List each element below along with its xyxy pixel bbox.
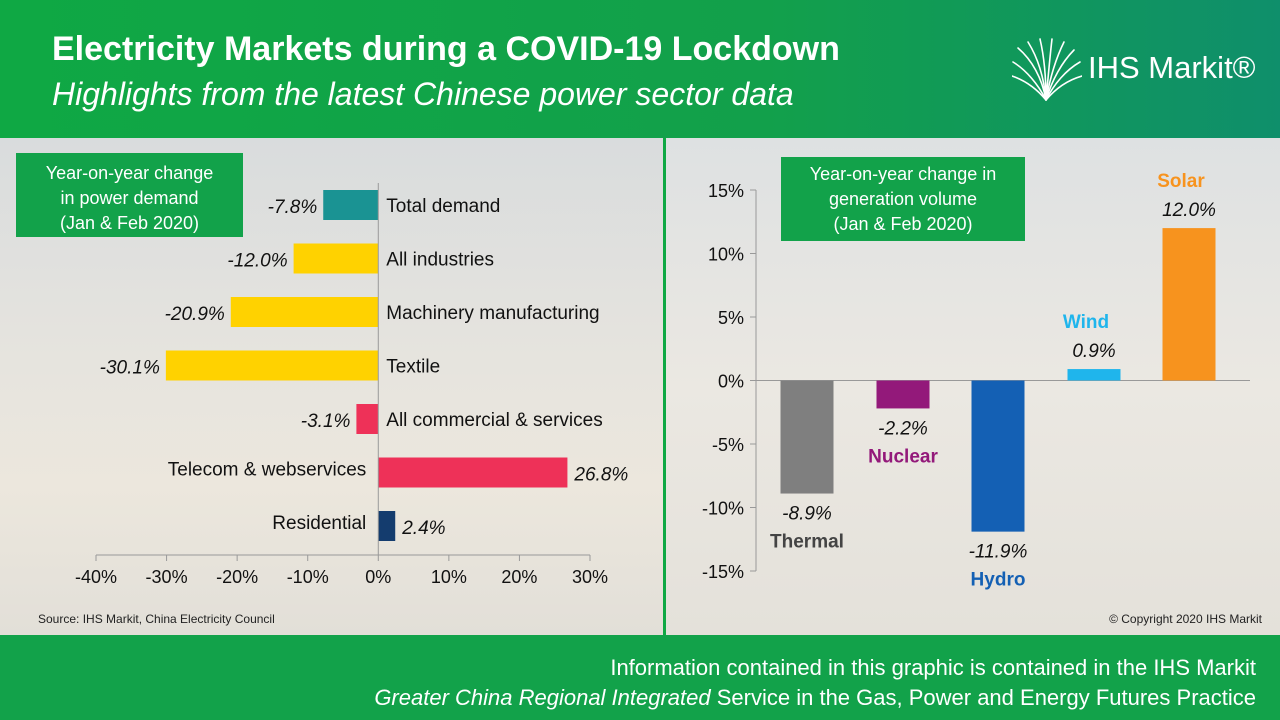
demand-title-box (16, 153, 243, 237)
generation-value-label: 0.9% (1072, 341, 1115, 362)
footer-line-2-italic: Greater China Regional Integrated (374, 685, 711, 710)
source-note: Source: IHS Markit, China Electricity Co… (38, 612, 275, 626)
generation-y-tick-label: 15% (708, 181, 744, 201)
ihs-markit-logo: IHS Markit® (1012, 38, 1262, 102)
demand-x-tick-label: 0% (365, 567, 391, 587)
generation-y-tick-label: 10% (708, 245, 744, 265)
demand-value-label: 2.4% (401, 518, 445, 539)
demand-category-label: Textile (386, 357, 440, 378)
generation-title-line: Year-on-year change in (810, 164, 996, 184)
generation-title-line: generation volume (829, 189, 977, 209)
page-subtitle: Highlights from the latest Chinese power… (52, 76, 794, 112)
demand-bar (323, 190, 379, 220)
generation-bar (780, 380, 834, 494)
demand-category-label: Telecom & webservices (168, 460, 367, 481)
footer-line-1: Information contained in this graphic is… (610, 655, 1256, 680)
panel-divider (663, 138, 666, 635)
demand-bar (378, 511, 396, 541)
demand-x-tick-label: 10% (431, 567, 467, 587)
generation-y-tick-label: -5% (712, 435, 744, 455)
demand-value-label: -12.0% (227, 251, 287, 272)
header-banner: Electricity Markets during a COVID-19 Lo… (0, 0, 1280, 138)
demand-value-label: -3.1% (301, 411, 351, 432)
generation-y-tick-label: -10% (702, 499, 744, 519)
generation-value-label: -2.2% (878, 418, 928, 439)
demand-x-tick-label: -40% (75, 567, 117, 587)
generation-bar (876, 380, 930, 409)
demand-category-label: All industries (386, 250, 494, 271)
generation-title-box (781, 157, 1025, 241)
demand-category-label: Machinery manufacturing (386, 303, 599, 324)
generation-y-tick-label: 5% (718, 308, 744, 328)
demand-x-tick-label: 30% (572, 567, 608, 587)
generation-value-label: -11.9% (969, 542, 1028, 563)
demand-title-line: in power demand (60, 188, 198, 208)
demand-value-label: -7.8% (268, 197, 318, 218)
demand-bar (293, 243, 379, 274)
demand-x-tick-label: -20% (216, 567, 258, 587)
demand-bar (356, 404, 379, 434)
generation-category-label: Solar (1157, 171, 1205, 192)
generation-category-label: Hydro (971, 570, 1026, 591)
demand-title-line: (Jan & Feb 2020) (60, 213, 199, 233)
generation-category-label: Wind (1063, 312, 1109, 333)
generation-value-label: -8.9% (782, 504, 832, 525)
footer-banner: Information contained in this graphic is… (0, 635, 1280, 720)
demand-x-tick-label: 20% (501, 567, 537, 587)
page-title: Electricity Markets during a COVID-19 Lo… (52, 30, 840, 68)
generation-bar (1162, 228, 1216, 381)
generation-y-tick-label: 0% (718, 372, 744, 392)
demand-category-label: Total demand (386, 196, 500, 217)
demand-bar (230, 297, 379, 327)
footer-line-2: Greater China Regional Integrated Servic… (374, 685, 1256, 711)
demand-x-tick-label: -10% (287, 567, 329, 587)
generation-y-tick-label: -15% (702, 562, 744, 582)
copyright-note: © Copyright 2020 IHS Markit (1109, 612, 1262, 626)
demand-x-tick-label: -30% (146, 567, 188, 587)
demand-value-label: 26.8% (573, 465, 628, 486)
generation-title-line: (Jan & Feb 2020) (833, 214, 972, 234)
demand-bar (165, 350, 379, 381)
demand-value-label: -30.1% (100, 358, 160, 379)
demand-category-label: All commercial & services (386, 410, 602, 431)
demand-value-label: -20.9% (165, 304, 225, 325)
generation-value-label: 12.0% (1162, 200, 1216, 221)
generation-category-label: Thermal (770, 532, 844, 553)
demand-bar (378, 457, 568, 488)
demand-title-line: Year-on-year change (46, 163, 213, 183)
starburst-icon (1012, 38, 1082, 101)
logo-text: IHS Markit® (1088, 50, 1256, 85)
generation-bar (971, 380, 1025, 532)
footer-line-2-rest: Service in the Gas, Power and Energy Fut… (710, 685, 1256, 710)
generation-bar (1067, 369, 1121, 381)
demand-category-label: Residential (272, 513, 366, 534)
generation-category-label: Nuclear (868, 446, 938, 467)
